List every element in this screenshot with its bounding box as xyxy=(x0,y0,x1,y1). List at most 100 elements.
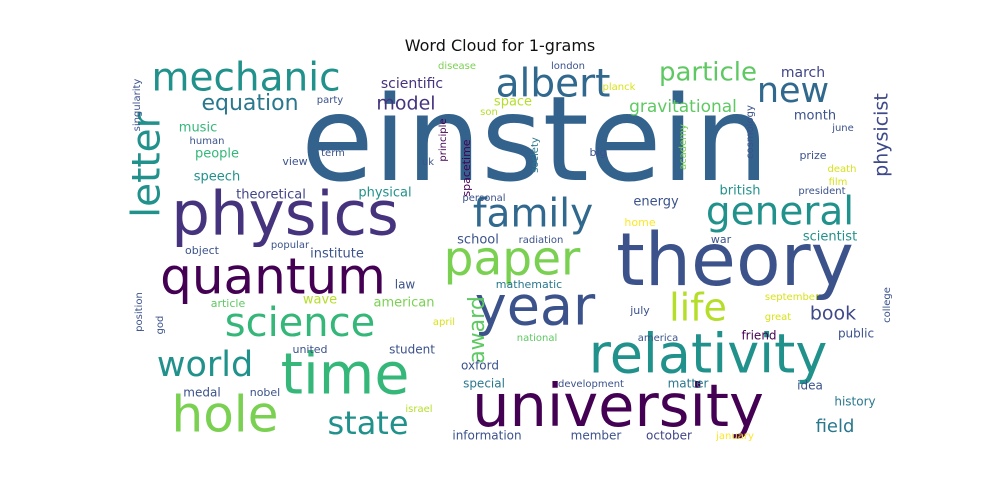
word-idea: idea xyxy=(797,379,823,393)
word-letter: letter xyxy=(125,111,170,217)
word-physicist: physicist xyxy=(871,93,893,177)
word-theoretical: theoretical xyxy=(236,188,306,203)
word-special: special xyxy=(463,377,505,391)
word-people: people xyxy=(195,147,239,162)
word-january: january xyxy=(715,431,754,442)
word-particle: particle xyxy=(659,58,757,88)
word-development: development xyxy=(558,379,624,390)
word-award: award xyxy=(465,296,490,364)
word-equation: equation xyxy=(201,91,298,116)
word-prize: prize xyxy=(799,149,826,162)
word-college: college xyxy=(882,287,893,323)
word-personal: personal xyxy=(462,193,505,204)
word-new: new xyxy=(757,71,829,111)
word-history: history xyxy=(834,395,875,409)
word-death: death xyxy=(828,164,857,175)
word-physical: physical xyxy=(358,186,411,201)
word-information: information xyxy=(452,429,521,443)
word-june: june xyxy=(831,123,854,134)
word-space: space xyxy=(494,95,532,110)
chart-title: Word Cloud for 1-grams xyxy=(404,36,596,55)
word-singularity: singularity xyxy=(132,79,143,132)
word-view: view xyxy=(282,155,307,168)
word-quantum: quantum xyxy=(160,248,386,306)
word-hole: hole xyxy=(172,386,279,444)
word-april: april xyxy=(433,317,455,328)
word-speech: speech xyxy=(194,170,240,185)
word-einstein: einstein xyxy=(301,70,769,208)
word-spacetime: spacetime xyxy=(460,139,473,196)
word-united: united xyxy=(292,343,327,356)
word-term: term xyxy=(321,148,345,159)
word-uk: uk xyxy=(422,157,434,168)
word-albert: albert xyxy=(496,62,611,107)
word-march: march xyxy=(781,65,825,81)
word-general: general xyxy=(706,190,854,235)
word-scientist: scientist xyxy=(803,230,857,245)
word-london: london xyxy=(551,61,585,72)
word-object: object xyxy=(185,244,220,257)
word-article: article xyxy=(211,297,246,310)
word-student: student xyxy=(389,343,435,357)
word-member: member xyxy=(571,429,622,443)
word-nobel: nobel xyxy=(250,386,281,399)
word-family: family xyxy=(473,192,593,237)
word-paper: paper xyxy=(444,232,581,287)
word-life: life xyxy=(669,286,727,330)
word-america: america xyxy=(638,333,679,344)
word-principle: principle xyxy=(438,118,449,161)
word-medal: medal xyxy=(183,386,220,400)
word-law: law xyxy=(395,278,416,292)
word-science: science xyxy=(225,300,376,346)
word-world: world xyxy=(157,345,253,385)
word-music: music xyxy=(179,121,217,136)
word-field: field xyxy=(816,416,855,437)
word-american: american xyxy=(374,296,435,311)
word-theory: theory xyxy=(616,218,854,303)
word-october: october xyxy=(646,429,692,443)
word-academy: academy xyxy=(678,124,689,170)
word-scientific: scientific xyxy=(381,76,443,92)
word-university: university xyxy=(472,371,764,440)
word-son: son xyxy=(480,107,498,118)
word-model: model xyxy=(376,93,435,115)
word-president: president xyxy=(798,186,845,197)
word-mathematic: mathematic xyxy=(496,278,562,291)
word-mechanic: mechanic xyxy=(151,56,340,101)
word-god: god xyxy=(155,316,166,335)
word-disease: disease xyxy=(438,61,476,72)
word-party: party xyxy=(317,95,344,106)
word-position: position xyxy=(134,292,145,332)
word-national: national xyxy=(517,333,558,344)
word-state: state xyxy=(327,404,408,442)
word-israel: israel xyxy=(405,404,432,415)
word-time: time xyxy=(281,342,410,408)
word-relativity: relativity xyxy=(589,323,828,386)
word-public: public xyxy=(838,327,874,341)
word-human: human xyxy=(190,136,225,147)
word-big: big xyxy=(589,146,606,159)
word-film: film xyxy=(829,177,848,188)
word-physics: physics xyxy=(171,179,399,250)
word-war: war xyxy=(711,233,732,246)
word-july: july xyxy=(629,304,650,317)
word-september: september xyxy=(765,292,820,303)
word-energy: energy xyxy=(633,195,679,210)
word-popular: popular xyxy=(271,240,310,251)
word-wave: wave xyxy=(303,293,337,308)
word-month: month xyxy=(794,109,836,124)
word-friend: friend xyxy=(741,329,776,343)
word-great: great xyxy=(765,312,792,323)
word-radiation: radiation xyxy=(519,235,564,246)
word-home: home xyxy=(624,216,655,229)
word-year: year xyxy=(475,275,596,338)
word-society: society xyxy=(530,137,541,173)
word-oxford: oxford xyxy=(461,359,499,373)
word-school: school xyxy=(457,233,499,248)
word-gravitational: gravitational xyxy=(629,97,737,117)
word-matter: matter xyxy=(668,377,709,391)
word-planck: planck xyxy=(603,82,636,93)
word-cosmology: cosmology xyxy=(745,105,756,159)
word-book: book xyxy=(810,303,856,325)
